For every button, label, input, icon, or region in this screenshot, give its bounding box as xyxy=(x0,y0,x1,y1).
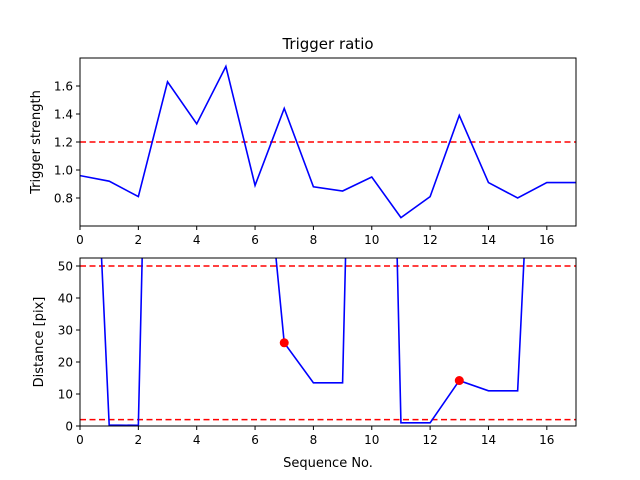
x-tick-label: 4 xyxy=(193,233,201,247)
y-tick-label: 30 xyxy=(58,324,73,338)
y-tick-label: 50 xyxy=(58,260,73,274)
y-tick-label: 0.8 xyxy=(54,192,73,206)
x-tick-label: 8 xyxy=(310,233,318,247)
highlighted-point xyxy=(279,338,289,348)
y-axis-label: Trigger strength xyxy=(29,90,44,195)
chart-title: Trigger ratio xyxy=(281,35,373,53)
y-tick-label: 40 xyxy=(58,292,73,306)
y-tick-label: 20 xyxy=(58,356,73,370)
x-tick-label: 6 xyxy=(251,233,259,247)
y-tick-label: 1.0 xyxy=(54,164,73,178)
series-layer xyxy=(80,258,576,426)
x-tick-label: 2 xyxy=(135,233,143,247)
plot-area xyxy=(80,258,576,426)
y-tick-label: 10 xyxy=(58,388,73,402)
axes-frame xyxy=(79,57,577,227)
x-tick-label: 4 xyxy=(193,433,201,447)
y-tick-label: 1.4 xyxy=(54,108,73,122)
x-tick-label: 16 xyxy=(539,433,554,447)
series-layer xyxy=(80,64,576,219)
axes-frame xyxy=(79,257,577,427)
tick-layer: 0 2 4 6 8 10 12 14 16 0.8 1.0 1.2 1.4 1.6 xyxy=(54,80,555,248)
x-tick-label: 14 xyxy=(481,433,496,447)
highlighted-point xyxy=(454,376,464,386)
y-axis-label: Distance [pix] xyxy=(32,297,47,388)
x-tick-label: 6 xyxy=(251,433,259,447)
x-tick-label: 2 xyxy=(135,433,143,447)
x-tick-label: 12 xyxy=(422,433,437,447)
tick-layer: 0 2 4 6 8 10 12 14 16 0 10 20 30 40 50 xyxy=(58,260,555,448)
x-tick-label: 0 xyxy=(76,233,84,247)
x-tick-label: 10 xyxy=(364,433,379,447)
y-tick-label: 1.2 xyxy=(54,136,73,150)
x-tick-label: 8 xyxy=(310,433,318,447)
x-tick-label: 0 xyxy=(76,433,84,447)
x-axis-label: Sequence No. xyxy=(283,456,373,471)
y-tick-label: 1.6 xyxy=(54,80,73,94)
series-line xyxy=(80,64,576,219)
x-tick-label: 10 xyxy=(364,233,379,247)
trigger-ratio-axes: Trigger ratio Trigger strength 0 2 4 6 8 10 12… xyxy=(29,35,577,248)
y-tick-label: 0 xyxy=(65,420,73,434)
x-tick-label: 14 xyxy=(481,233,496,247)
x-tick-label: 12 xyxy=(422,233,437,247)
series-line xyxy=(100,258,525,426)
x-tick-label: 16 xyxy=(539,233,554,247)
